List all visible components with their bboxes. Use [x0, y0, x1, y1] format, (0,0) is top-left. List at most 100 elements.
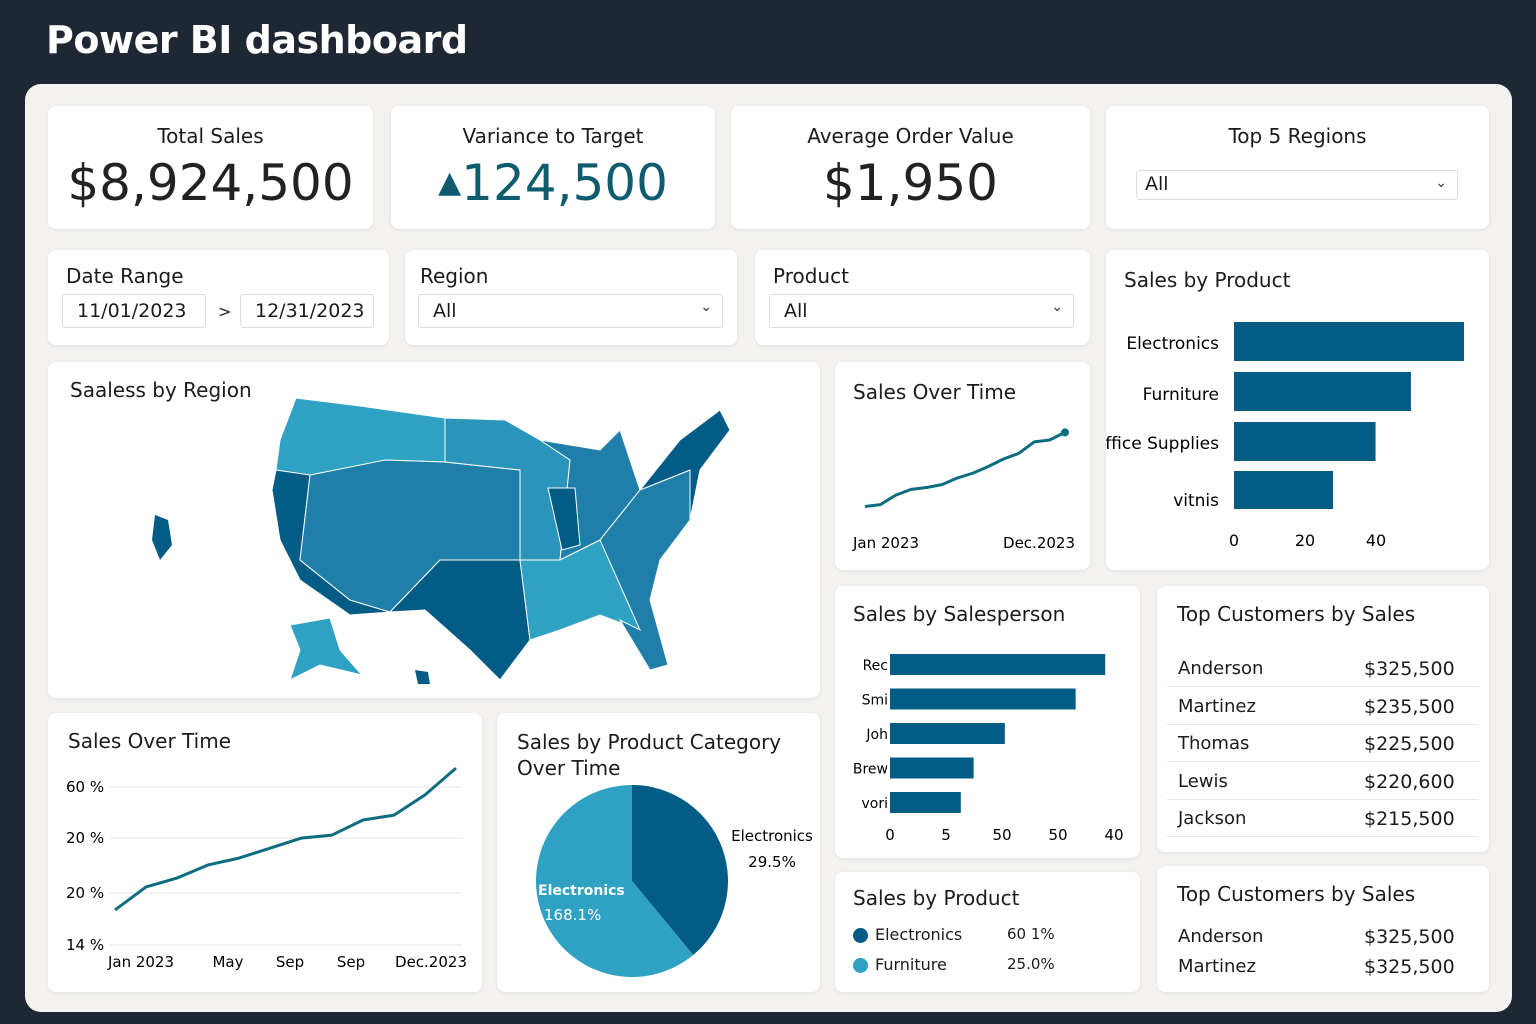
customer-name: Lewis — [1178, 770, 1228, 792]
sales-by-salesperson-chart[interactable]: Sales by Salesperson Rec Smi Joh Brew vori 0 5… — [835, 586, 1140, 858]
region-alaska — [289, 617, 364, 681]
bar — [890, 757, 974, 779]
series-line — [864, 431, 1066, 508]
kpi-average-order-value[interactable]: Average Order Value $1,950 — [731, 106, 1090, 229]
y-tick-label: 14 % — [66, 936, 104, 954]
tick-label: Dec.2023 — [1003, 534, 1075, 552]
legend-value: 60 1% — [1007, 925, 1055, 943]
sales-by-product-legend: Sales by Product Electronics 60 1% Furnitu… — [835, 872, 1140, 992]
bar — [890, 792, 961, 813]
end-point — [1061, 428, 1069, 437]
customer-name: Anderson — [1178, 926, 1264, 947]
region-filter: Region All ⌄ — [405, 250, 737, 345]
table-row[interactable]: Martinez $325,500 — [1167, 948, 1479, 985]
customer-sales: $215,500 — [1364, 808, 1455, 830]
kpi-value: $8,924,500 — [67, 154, 354, 212]
selected-value: All — [784, 300, 808, 322]
top-regions-card: Top 5 Regions All ⌄ — [1106, 106, 1489, 229]
slice-label: Electronics — [538, 883, 625, 899]
category-label: Furniture — [1143, 385, 1219, 405]
end-date-input[interactable]: 12/31/2023 — [240, 294, 374, 328]
table-row[interactable]: Anderson $325,500 — [1167, 918, 1479, 955]
legend-dot-icon — [853, 958, 868, 973]
table-row[interactable]: Lewis $220,600 — [1167, 763, 1479, 800]
product-filter: Product All ⌄ — [755, 250, 1090, 345]
line-chart: 60 % 20 % 20 % 14 %Jan 2023 May Sep Sep Dec.202… — [66, 766, 467, 971]
category-label: Brew — [853, 762, 888, 778]
category-label: vori — [862, 796, 889, 812]
top-customers-table-2: Top Customers by Sales Anderson $325,500 M… — [1157, 866, 1489, 992]
kpi-label: Variance to Target — [462, 124, 644, 148]
chevron-down-icon: ⌄ — [700, 299, 712, 315]
region-hawaii-2 — [415, 670, 430, 684]
bar — [890, 723, 1005, 744]
chart-title: Sales by Salesperson — [853, 602, 1066, 626]
pie-chart: Electronics 29.5% Electronics 168.1% — [536, 785, 813, 977]
category-label: Rec — [863, 658, 888, 674]
start-date-input[interactable]: 11/01/2023 — [62, 294, 206, 328]
customer-name: Jackson — [1178, 808, 1247, 829]
slice-value-label: 168.1% — [544, 906, 601, 924]
customer-name: Thomas — [1178, 733, 1250, 754]
table-title: Top Customers by Sales — [1177, 602, 1416, 626]
bar — [1234, 322, 1464, 361]
x-tick-label: Sep — [276, 953, 304, 971]
tick-label: 5 — [941, 826, 951, 844]
customer-name: Anderson — [1178, 658, 1264, 679]
bar — [890, 654, 1106, 675]
selected-value: All — [1145, 173, 1169, 195]
chart-title: Sales Over Time — [853, 380, 1016, 404]
bar-chart: Rec Smi Joh Brew vori 0 5 50 50 40 — [853, 654, 1124, 844]
top-regions-dropdown[interactable]: All ⌄ — [1136, 170, 1458, 200]
region-illinois — [547, 487, 581, 551]
tick-label: 50 — [992, 826, 1011, 844]
region-dropdown[interactable]: All ⌄ — [418, 294, 723, 328]
sales-over-time-small[interactable]: Sales Over Time Jan 2023 Dec.2023 — [835, 362, 1090, 570]
legend-dot-icon — [853, 928, 868, 943]
chevron-down-icon: ⌄ — [1435, 175, 1447, 191]
slice-label: Electronics — [731, 827, 813, 845]
date-range-label: Date Range — [66, 264, 184, 288]
x-tick-label: Sep — [337, 953, 365, 971]
bar — [1234, 471, 1334, 509]
series-line — [114, 766, 457, 912]
bar — [890, 688, 1076, 710]
category-label: Smi — [862, 693, 888, 709]
sales-by-region-map[interactable]: Saaless by Region — [48, 362, 820, 698]
chevron-down-icon: ⌄ — [1051, 299, 1063, 315]
tick-label: 40 — [1366, 531, 1386, 550]
kpi-label: Total Sales — [157, 124, 264, 148]
customer-sales: $325,500 — [1364, 956, 1455, 978]
product-dropdown[interactable]: All ⌄ — [769, 294, 1074, 328]
tick-label: 20 — [1295, 531, 1315, 550]
table-row[interactable]: Martinez $235,500 — [1167, 688, 1479, 725]
tick-label: 0 — [885, 826, 895, 844]
x-tick-label: Jan 2023 — [107, 953, 174, 971]
table-row[interactable]: Jackson $215,500 — [1167, 800, 1479, 837]
kpi-value-wrap: ▲124,500 — [391, 154, 715, 212]
tick-label: 0 — [1229, 531, 1239, 550]
legend-label: Electronics — [875, 925, 963, 944]
y-tick-label: 20 % — [66, 884, 104, 902]
customer-sales: $325,500 — [1364, 658, 1455, 680]
tick-label: 50 — [1048, 826, 1067, 844]
region-hawaii — [152, 515, 172, 560]
kpi-variance[interactable]: Variance to Target ▲124,500 — [391, 106, 715, 229]
table-row[interactable]: Thomas $225,500 — [1167, 725, 1479, 762]
y-tick-label: 20 % — [66, 829, 104, 847]
bar — [1234, 422, 1376, 461]
sales-by-product-chart[interactable]: Sales by Product Electronics Furniture Off… — [1106, 250, 1489, 570]
sales-by-category-pie[interactable]: Sales by Product Category Over Time Elec… — [497, 713, 820, 992]
chevron-right-icon: > — [218, 302, 232, 321]
chart-title: Sales by Product — [1124, 268, 1291, 292]
table-title: Top Customers by Sales — [1177, 882, 1416, 906]
bar-chart: Electronics Furniture Offfice Supplies vitn… — [1106, 322, 1464, 550]
table-row[interactable]: Anderson $325,500 — [1167, 650, 1479, 687]
category-label: Offfice Supplies — [1106, 434, 1219, 454]
legend-value: 25.0% — [1007, 955, 1055, 973]
kpi-total-sales[interactable]: Total Sales $8,924,500 — [48, 106, 373, 229]
pie-slice — [632, 785, 728, 955]
sales-over-time-large[interactable]: Sales Over Time 60 % 20 % 20 % 14 % Jan 2023… — [48, 713, 482, 992]
customer-sales: $220,600 — [1364, 770, 1455, 793]
x-tick-label: Dec.2023 — [395, 953, 467, 971]
